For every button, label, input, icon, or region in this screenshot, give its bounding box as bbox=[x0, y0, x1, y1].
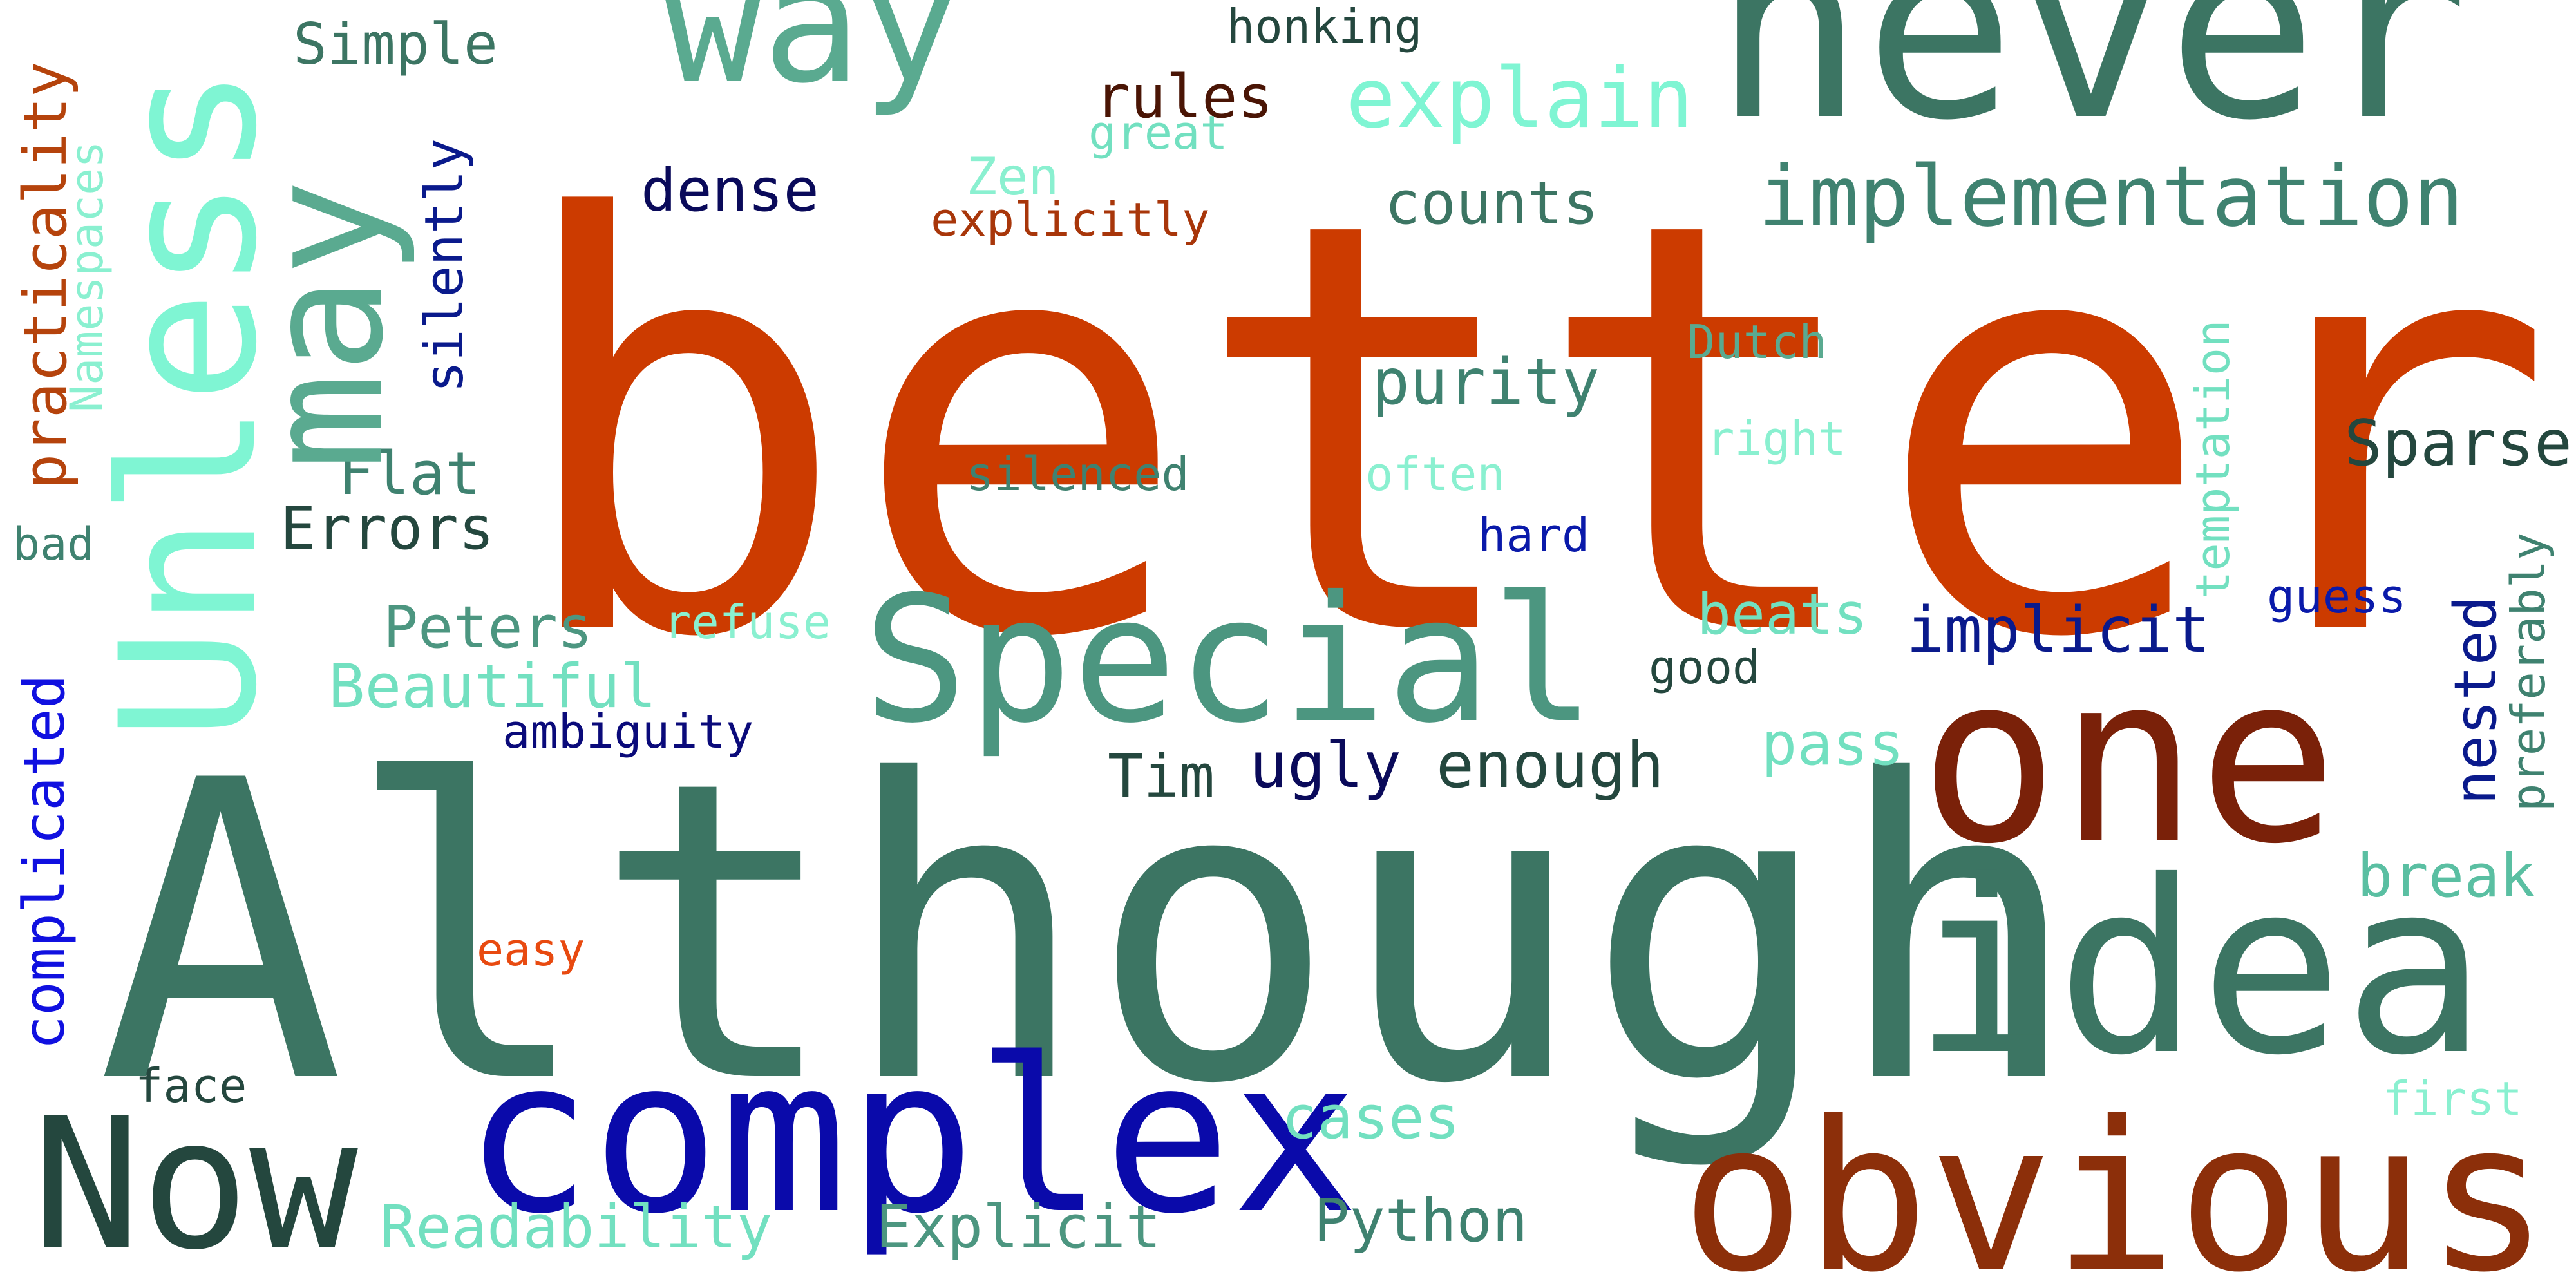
word-nested: nested bbox=[2442, 595, 2510, 805]
word-sparse: Sparse bbox=[2344, 407, 2573, 480]
word-dense: dense bbox=[641, 156, 819, 225]
word-better: better bbox=[509, 101, 2556, 761]
word-may: may bbox=[231, 179, 419, 470]
word-silenced: silenced bbox=[966, 447, 1189, 501]
word-zen: Zen bbox=[966, 147, 1059, 207]
word-beautiful: Beautiful bbox=[328, 652, 657, 722]
word-guess: guess bbox=[2267, 569, 2407, 623]
word-ambiguity: ambiguity bbox=[502, 705, 754, 759]
word-explicitly: explicitly bbox=[931, 193, 1210, 247]
word-errors: Errors bbox=[280, 494, 495, 563]
word-idea: idea bbox=[1913, 831, 2487, 1108]
word-ugly: ugly bbox=[1249, 729, 1402, 802]
word-great: great bbox=[1088, 106, 1228, 160]
word-implementation: implementation bbox=[1758, 147, 2464, 245]
word-rules: rules bbox=[1095, 62, 1273, 131]
word-good: good bbox=[1649, 640, 1761, 694]
word-first: first bbox=[2383, 1072, 2523, 1126]
word-enough: enough bbox=[1436, 729, 1665, 802]
word-silently: silently bbox=[414, 138, 475, 393]
word-flat: Flat bbox=[338, 439, 481, 508]
word-complex: complex bbox=[464, 1013, 1359, 1260]
word-simple: Simple bbox=[293, 11, 498, 77]
word-dutch: Dutch bbox=[1687, 315, 1827, 369]
word-explicit: Explicit bbox=[876, 1193, 1162, 1262]
word-explain: explain bbox=[1346, 51, 1694, 147]
word-never: never bbox=[1713, 0, 2469, 175]
word-refuse: refuse bbox=[663, 595, 831, 649]
word-preferably: preferably bbox=[2501, 532, 2555, 811]
word-temptation: temptation bbox=[2186, 319, 2240, 599]
word-although: Although bbox=[97, 694, 2082, 1173]
word-break: break bbox=[2357, 842, 2535, 911]
word-honking: honking bbox=[1227, 0, 1423, 53]
word-beats: beats bbox=[1697, 581, 1868, 647]
word-special: Special bbox=[863, 558, 1596, 761]
word-counts: counts bbox=[1385, 169, 1599, 238]
word-cases: cases bbox=[1282, 1083, 1460, 1152]
word-easy: easy bbox=[477, 923, 585, 976]
word-complicated: complicated bbox=[11, 674, 77, 1050]
word-one: one bbox=[1919, 625, 2338, 895]
word-often: often bbox=[1365, 447, 1505, 501]
word-namespaces: Namespaces bbox=[61, 140, 113, 412]
word-peters: Peters bbox=[383, 594, 593, 661]
word-tim: Tim bbox=[1108, 742, 1215, 811]
word-readability: Readability bbox=[380, 1193, 773, 1262]
word-way: way bbox=[663, 0, 960, 120]
word-bad: bad bbox=[13, 518, 95, 571]
word-obvious: obvious bbox=[1681, 1078, 2550, 1288]
word-implicit: implicit bbox=[1906, 594, 2211, 667]
word-now: Now bbox=[32, 1080, 358, 1288]
word-purity: purity bbox=[1372, 346, 1600, 419]
word-hard: hard bbox=[1478, 508, 1590, 562]
word-python: Python bbox=[1314, 1186, 1528, 1255]
word-right: right bbox=[1707, 412, 1846, 466]
word-face: face bbox=[135, 1059, 247, 1113]
word-pass: pass bbox=[1761, 710, 1904, 779]
